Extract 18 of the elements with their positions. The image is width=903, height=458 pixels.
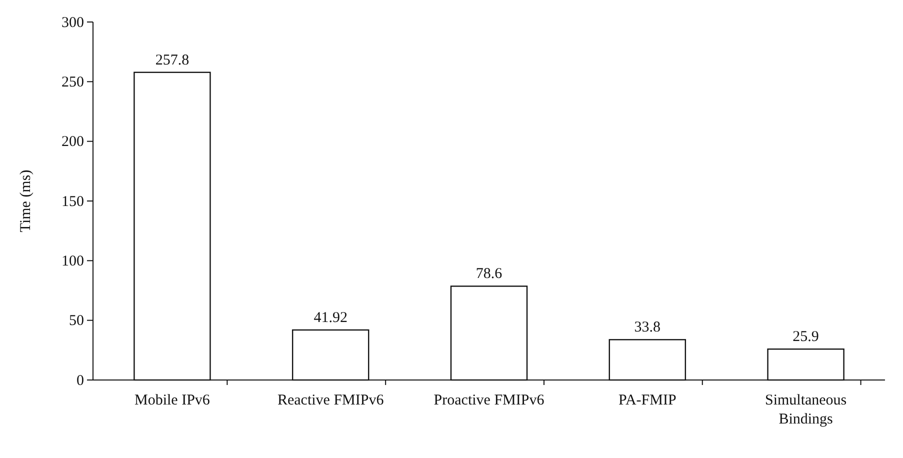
y-tick-label: 0 [76,372,84,389]
x-tick-label: Proactive FMIPv6 [434,392,545,409]
y-tick-label: 300 [62,14,84,31]
y-tick-label: 150 [62,194,84,210]
x-tick-label: PA-FMIP [618,392,676,409]
y-tick-label: 100 [62,253,84,270]
y-tick-label: 200 [62,134,84,150]
data-label: 257.8 [155,52,190,68]
y-tick-label: 50 [69,313,84,330]
x-tick-label: Mobile IPv6 [134,392,210,409]
data-label: 41.92 [314,310,348,326]
y-tick-label: 250 [62,74,84,90]
data-label: 25.9 [792,329,819,346]
x-tick-label: Reactive FMIPv6 [277,392,384,409]
data-label: 78.6 [476,266,503,282]
x-tick-label: Simultaneous Bindings [764,392,847,428]
y-axis-title: Time (ms) [18,170,34,232]
data-label: 33.8 [634,320,661,336]
